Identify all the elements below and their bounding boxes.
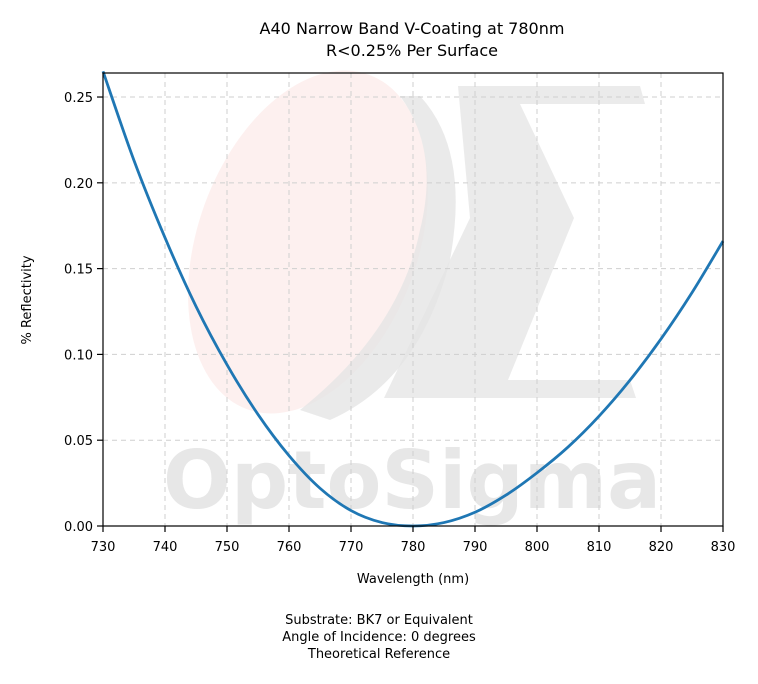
x-axis-label: Wavelength (nm) <box>357 572 469 587</box>
watermark-text: OptoSigma <box>163 434 661 527</box>
x-tick-label: 730 <box>91 540 116 555</box>
x-tick-label: 800 <box>525 540 550 555</box>
x-axis-ticks: 730 740 750 760 770 780 790 800 810 820 830 <box>91 526 736 555</box>
y-tick-label: 0.00 <box>64 520 93 535</box>
y-axis-ticks: 0.00 0.05 0.10 0.15 0.20 0.25 <box>64 91 103 535</box>
y-axis-label: % Reflectivity <box>20 255 35 344</box>
x-tick-label: 740 <box>153 540 178 555</box>
chart-title-line-2: R<0.25% Per Surface <box>326 41 498 60</box>
x-tick-label: 760 <box>277 540 302 555</box>
x-tick-label: 820 <box>649 540 674 555</box>
x-tick-label: 780 <box>401 540 426 555</box>
watermark-logo: OptoSigma <box>163 70 661 527</box>
y-tick-label: 0.15 <box>64 263 93 278</box>
chart-footer: Substrate: BK7 or Equivalent Angle of In… <box>0 612 758 663</box>
footer-substrate: Substrate: BK7 or Equivalent <box>285 613 473 628</box>
y-tick-label: 0.25 <box>64 91 93 106</box>
watermark-sigma-shape <box>384 86 645 398</box>
y-tick-label: 0.20 <box>64 177 93 192</box>
x-tick-label: 790 <box>463 540 488 555</box>
x-tick-label: 770 <box>339 540 364 555</box>
x-tick-label: 830 <box>711 540 736 555</box>
x-tick-label: 810 <box>587 540 612 555</box>
x-tick-label: 750 <box>215 540 240 555</box>
watermark-arc <box>300 96 456 420</box>
watermark-ellipse <box>188 70 428 414</box>
chart-title-line-1: A40 Narrow Band V-Coating at 780nm <box>260 19 565 38</box>
y-tick-label: 0.10 <box>64 348 93 363</box>
footer-angle: Angle of Incidence: 0 degrees <box>282 630 476 645</box>
y-tick-label: 0.05 <box>64 434 93 449</box>
footer-reference: Theoretical Reference <box>307 647 451 662</box>
